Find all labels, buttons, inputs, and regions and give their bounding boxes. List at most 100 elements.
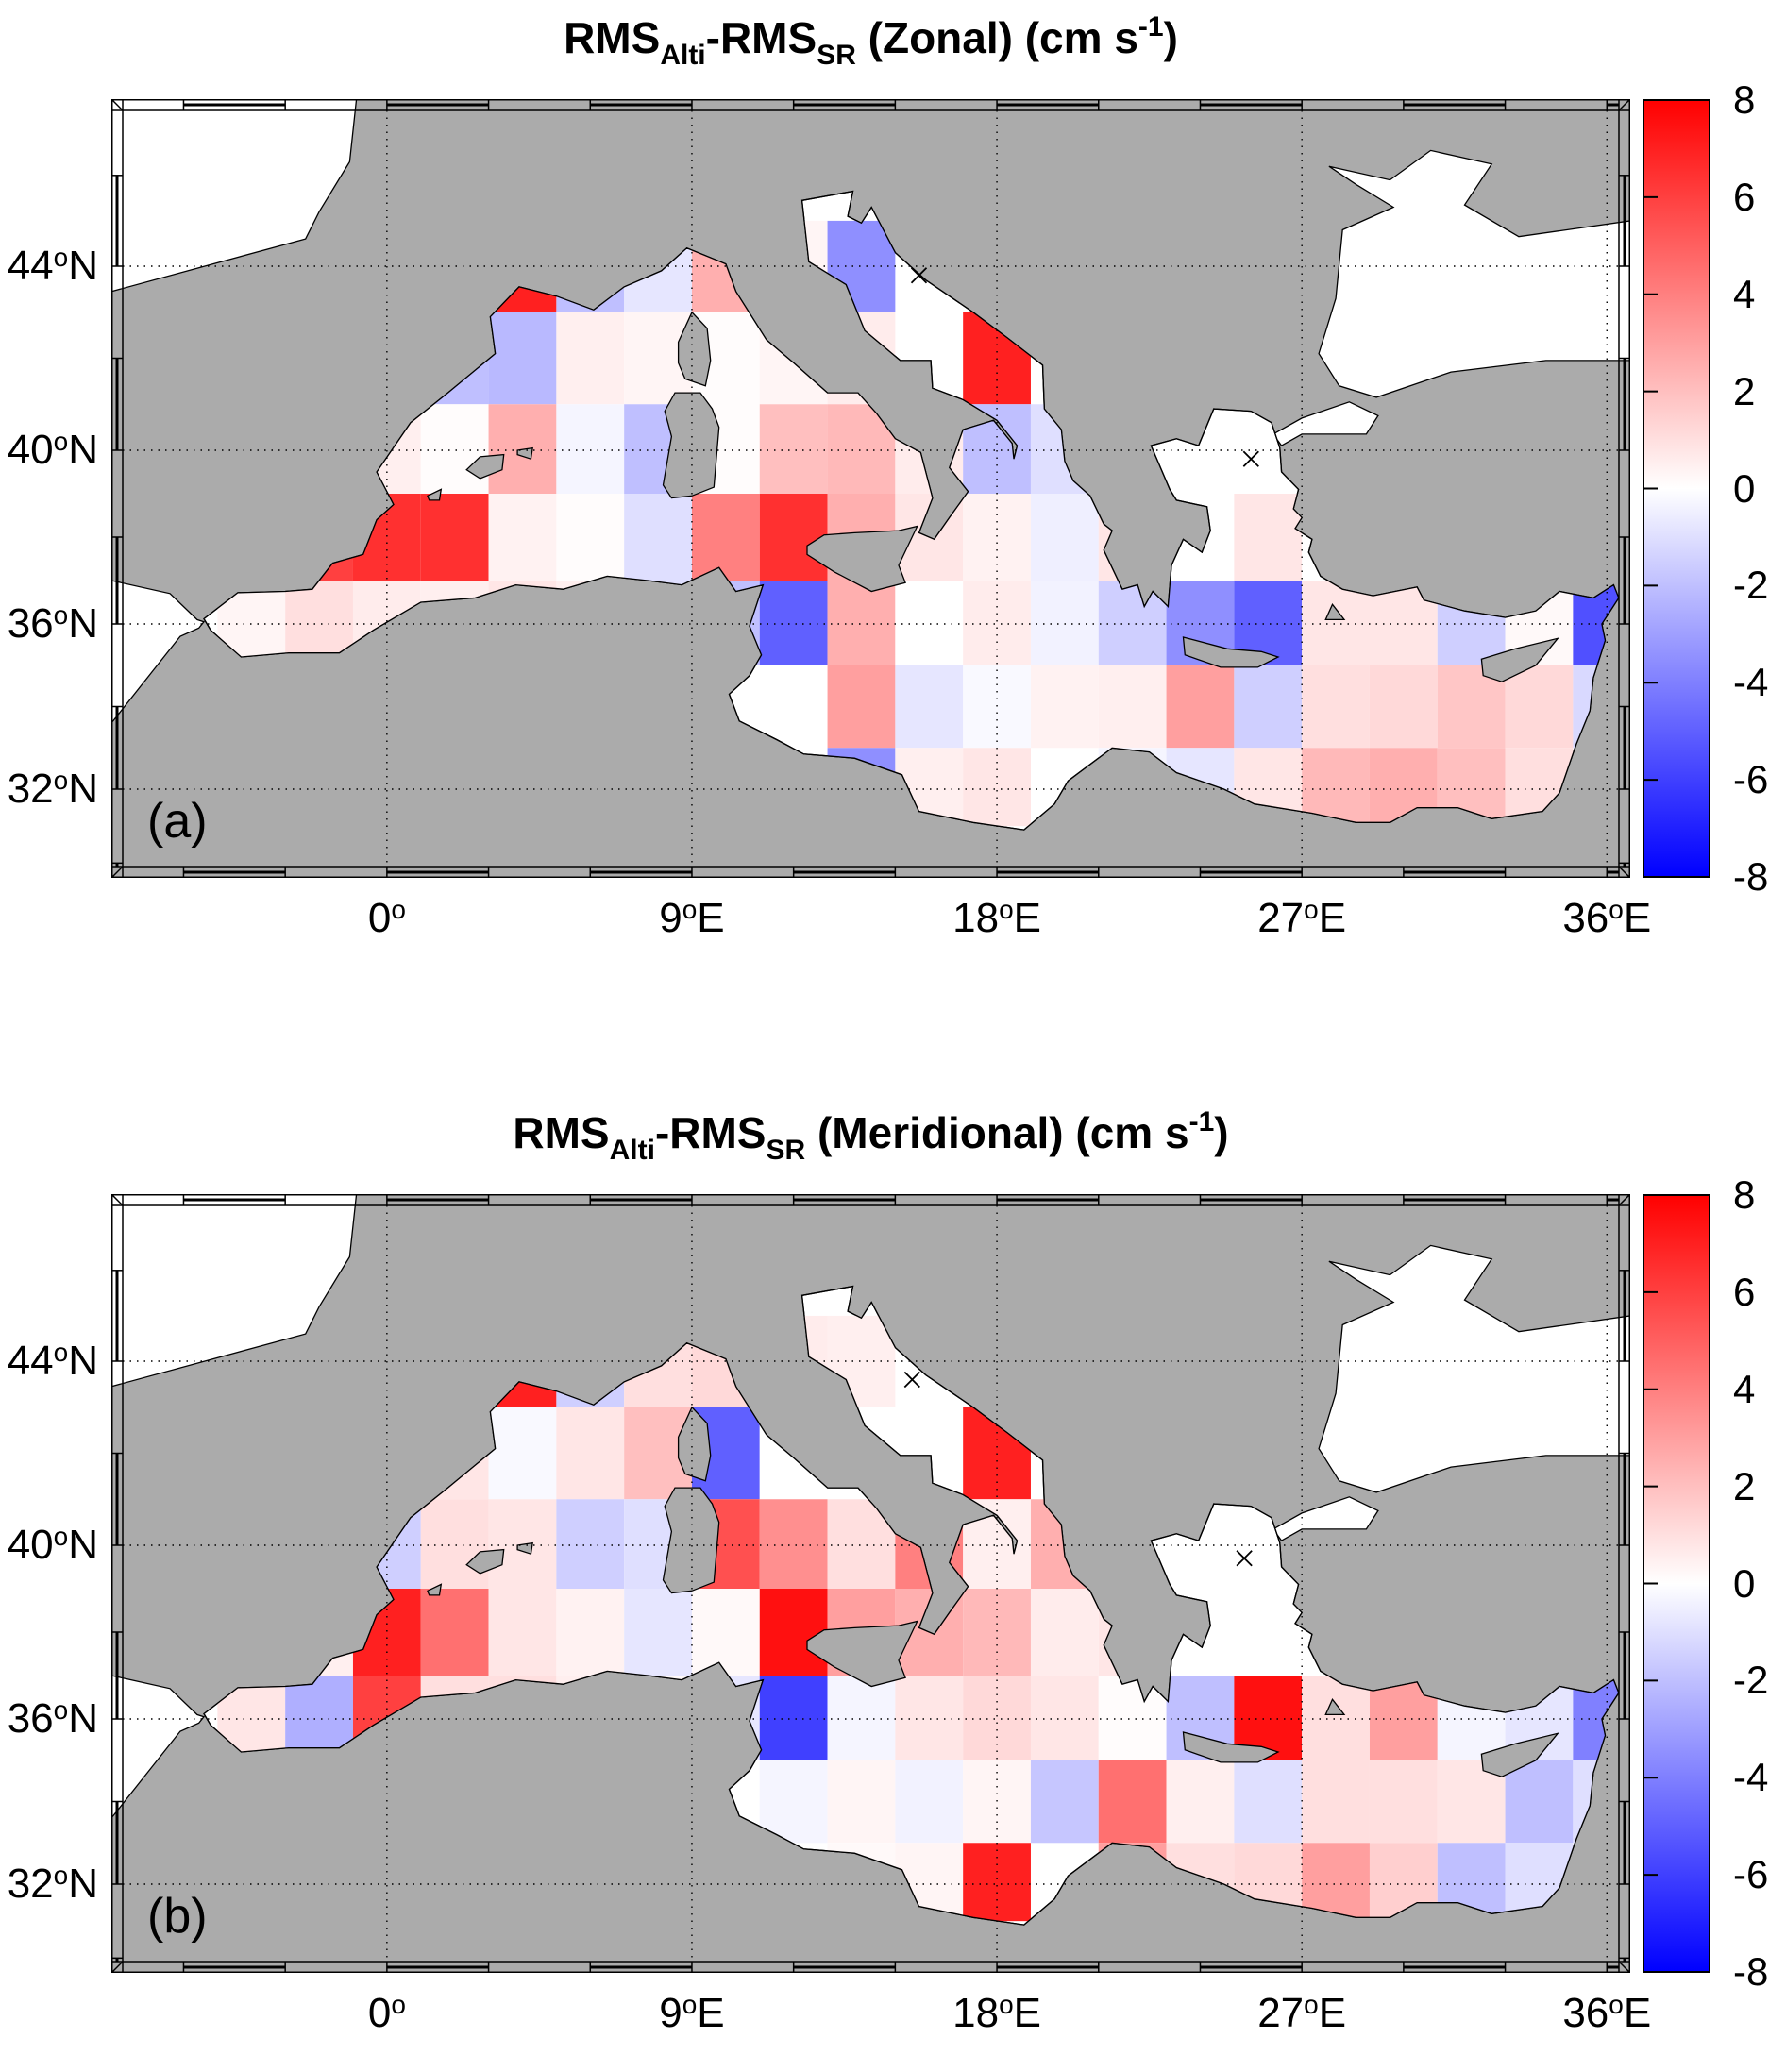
y-tick-32N-a: 32oN bbox=[7, 766, 98, 812]
cell-38N-2E bbox=[420, 494, 489, 581]
colorbar-label--2-b: -2 bbox=[1733, 1658, 1769, 1703]
cell-34N-16E bbox=[895, 1760, 964, 1844]
island bbox=[1324, 603, 1346, 621]
y-tick-32N-b: 32oN bbox=[7, 1861, 98, 1907]
degree-symbol: o bbox=[53, 600, 69, 630]
title-fragment: -RMS bbox=[654, 1108, 767, 1157]
degree-symbol: o bbox=[53, 243, 69, 272]
cell-38N-20E bbox=[1030, 494, 1099, 581]
cell-34N-34E bbox=[1505, 1760, 1574, 1844]
cell-34N-28E bbox=[1302, 1760, 1370, 1844]
island bbox=[1480, 1732, 1559, 1777]
title-fragment: SR bbox=[766, 1135, 806, 1166]
degree-symbol: o bbox=[1304, 1990, 1319, 2019]
y-tick-44N-b: 44oN bbox=[7, 1338, 98, 1384]
title-fragment: RMS bbox=[564, 13, 661, 62]
colorbar-label-8-a: 8 bbox=[1733, 77, 1756, 122]
colorbar-label-0-a: 0 bbox=[1733, 465, 1756, 511]
island bbox=[677, 311, 712, 387]
colorbar-label-6-b: 6 bbox=[1733, 1269, 1756, 1314]
cell-36N-12E bbox=[759, 1676, 828, 1760]
panel-b-title: RMSAlti-RMSSR (Meridional) (cm s-1) bbox=[111, 1106, 1630, 1167]
island bbox=[1182, 1731, 1280, 1763]
x-tick-36E-a: 36oE bbox=[1562, 895, 1652, 941]
sea-polygon bbox=[111, 99, 358, 293]
title-fragment: (Zonal) (cm s bbox=[855, 13, 1138, 62]
y-tick-36N-b: 36oN bbox=[7, 1695, 98, 1742]
degree-symbol: o bbox=[391, 1990, 406, 2019]
station-x-marker bbox=[1236, 1550, 1253, 1567]
colorbar-label-4-a: 4 bbox=[1733, 271, 1756, 316]
cell-32N-18E bbox=[963, 1843, 1031, 1922]
cell-34N-30E bbox=[1369, 665, 1438, 749]
cell-36N-16E bbox=[895, 1676, 964, 1760]
cell-38N-12E bbox=[759, 494, 828, 581]
island bbox=[662, 392, 720, 499]
colorbar-label-4-b: 4 bbox=[1733, 1366, 1756, 1411]
cell-36N-14E bbox=[827, 1676, 896, 1760]
cell-42N-4E bbox=[488, 312, 557, 405]
cell-36N-20E bbox=[1030, 581, 1099, 665]
panel-a-title: RMSAlti-RMSSR (Zonal) (cm s-1) bbox=[111, 11, 1630, 72]
x-tick-18E-b: 18oE bbox=[952, 1990, 1041, 2036]
degree-symbol: o bbox=[53, 1338, 69, 1367]
title-fragment: -1 bbox=[1137, 11, 1164, 42]
cell-38N-26E bbox=[1234, 494, 1303, 581]
colorbar-canvas-a bbox=[1643, 99, 1710, 878]
cell-36N-18E bbox=[963, 1676, 1031, 1760]
degree-symbol: o bbox=[53, 427, 69, 456]
map-canvas-b bbox=[111, 1194, 1630, 1973]
colorbar-label-2-a: 2 bbox=[1733, 368, 1756, 413]
cell-34N-30E bbox=[1369, 1760, 1438, 1844]
cell-38N-12E bbox=[759, 1589, 828, 1676]
title-fragment: -RMS bbox=[705, 13, 817, 62]
cell-38N-18E bbox=[963, 1589, 1031, 1676]
cell-34N-20E bbox=[1030, 1760, 1099, 1844]
degree-symbol: o bbox=[682, 895, 698, 924]
island bbox=[465, 453, 505, 480]
y-tick-44N-a: 44oN bbox=[7, 243, 98, 289]
cell-42N-6E bbox=[556, 1407, 625, 1500]
degree-symbol: o bbox=[999, 1990, 1014, 2019]
colorbar-label-8-b: 8 bbox=[1733, 1172, 1756, 1217]
island bbox=[1480, 637, 1559, 682]
degree-symbol: o bbox=[999, 895, 1014, 924]
x-tick-27E-a: 27oE bbox=[1257, 895, 1347, 941]
cell-34N-14E bbox=[827, 665, 896, 749]
y-tick-40N-b: 40oN bbox=[7, 1522, 98, 1568]
degree-symbol: o bbox=[391, 895, 406, 924]
cell-36N-22E bbox=[1098, 581, 1167, 665]
graticule bbox=[123, 1205, 1619, 1962]
colorbar-label-6-a: 6 bbox=[1733, 174, 1756, 219]
cell-36N-16E bbox=[895, 581, 964, 665]
x-tick-9E-a: 9oE bbox=[659, 895, 725, 941]
cell-34N-22E bbox=[1098, 1760, 1167, 1844]
island bbox=[662, 1487, 720, 1594]
colorbar-label--4-a: -4 bbox=[1733, 660, 1769, 705]
y-tick-40N-a: 40oN bbox=[7, 427, 98, 473]
title-fragment: Alti bbox=[609, 1135, 655, 1166]
x-tick-0-b: 0o bbox=[367, 1990, 406, 2036]
cell-40N-2E bbox=[420, 1499, 489, 1589]
y-tick-36N-a: 36oN bbox=[7, 600, 98, 647]
colorbar-label-2-b: 2 bbox=[1733, 1463, 1756, 1508]
cell-42N-4E bbox=[488, 1407, 557, 1500]
colorbar-label--6-a: -6 bbox=[1733, 757, 1769, 802]
cell-36N-22E bbox=[1098, 1676, 1167, 1760]
title-fragment: -1 bbox=[1188, 1106, 1215, 1137]
title-fragment: (Meridional) (cm s bbox=[805, 1108, 1189, 1157]
map-fancy-frame bbox=[111, 1194, 1630, 1973]
panel-a-map bbox=[111, 99, 1630, 878]
x-tick-27E-b: 27oE bbox=[1257, 1990, 1347, 2036]
degree-symbol: o bbox=[53, 1522, 69, 1551]
cell-38N-10E bbox=[691, 494, 760, 581]
island bbox=[465, 1548, 505, 1575]
cell-34N-34E bbox=[1505, 665, 1574, 749]
degree-symbol: o bbox=[1304, 895, 1319, 924]
degree-symbol: o bbox=[1609, 895, 1624, 924]
panel-b-colorbar bbox=[1643, 1194, 1710, 1973]
cell-32N-18E bbox=[963, 748, 1031, 827]
sea-polygon bbox=[1318, 1244, 1630, 1493]
map-fancy-frame bbox=[111, 99, 1630, 878]
panel-b-map bbox=[111, 1194, 1630, 1973]
